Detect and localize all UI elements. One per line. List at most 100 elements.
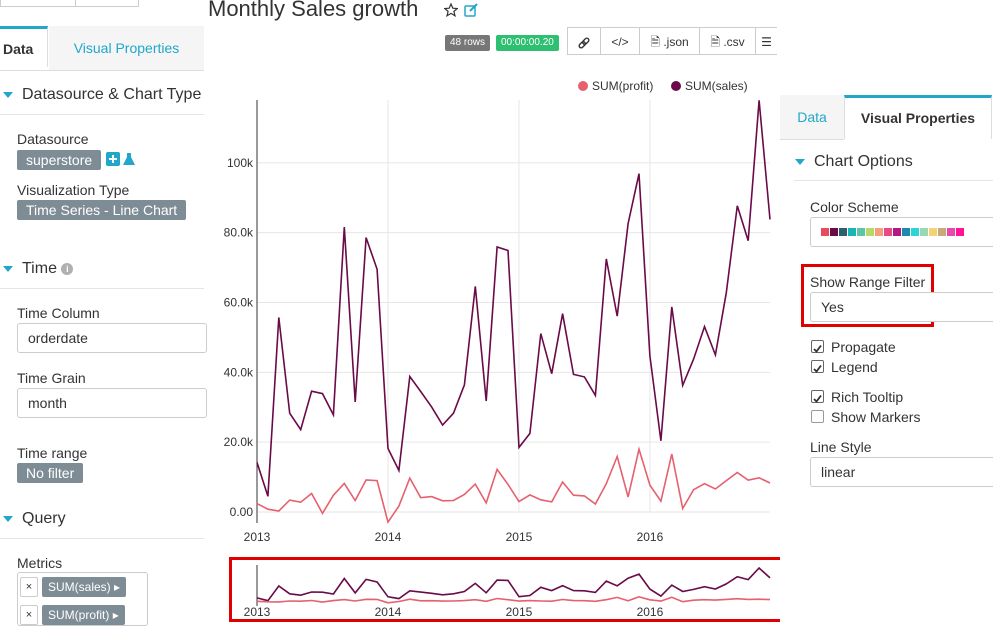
propagate-checkbox[interactable] xyxy=(811,340,824,353)
metric-chip-profit[interactable]: SUM(profit) ▸ xyxy=(42,605,125,625)
link-icon xyxy=(578,37,590,49)
x-tick-label: 2013 xyxy=(244,530,271,544)
time-grain-label: Time Grain xyxy=(17,370,86,386)
chart-grid xyxy=(256,100,770,513)
legend-marker[interactable] xyxy=(671,81,681,91)
export-csv-button[interactable]: 🗎 .csv xyxy=(699,27,756,55)
color-swatch xyxy=(956,228,964,236)
chart-legend[interactable]: SUM(profit) SUM(sales) xyxy=(578,79,748,93)
x-tick-label: 2014 xyxy=(375,530,402,544)
y-tick-label: 80.0k xyxy=(224,226,254,240)
page-title: Monthly Sales growth xyxy=(208,0,419,21)
time-range-pill[interactable]: No filter xyxy=(17,463,84,483)
left-tab-bar: Data Visual Properties xyxy=(0,26,204,71)
section-title: Chart Options xyxy=(814,153,913,170)
chart-lines xyxy=(256,100,771,525)
chevron-down-icon xyxy=(3,515,13,522)
section-chart-options-header[interactable]: Chart Options xyxy=(795,153,913,171)
legend-checkbox[interactable] xyxy=(811,360,824,373)
color-swatch xyxy=(857,228,865,236)
star-icon[interactable] xyxy=(444,3,458,17)
metric-chip-label: SUM(profit) xyxy=(48,608,110,622)
legend-label[interactable]: SUM(profit) xyxy=(592,79,653,93)
section-datasource-header[interactable]: Datasource & Chart Type xyxy=(3,86,201,104)
time-grain-select[interactable]: month xyxy=(17,388,207,418)
csv-label: .csv xyxy=(723,35,745,49)
tab-data[interactable]: Data xyxy=(780,95,844,140)
metric-chip-sales[interactable]: SUM(sales) ▸ xyxy=(42,577,127,597)
color-swatch xyxy=(839,228,847,236)
y-tick-label: 40.0k xyxy=(224,365,254,379)
rich-tooltip-label: Rich Tooltip xyxy=(831,389,904,405)
range-filter-line[interactable] xyxy=(256,595,771,604)
divider xyxy=(0,538,204,539)
top-control-stub[interactable] xyxy=(75,0,139,7)
section-query-header[interactable]: Query xyxy=(3,510,66,528)
section-time-header[interactable]: Time i xyxy=(3,260,74,278)
range-filter-chart[interactable]: 2013 2014 2015 2016 xyxy=(244,565,771,619)
remove-metric-button[interactable]: × xyxy=(20,605,38,625)
time-column-select[interactable]: orderdate xyxy=(17,323,207,353)
y-tick-label: 60.0k xyxy=(224,296,254,310)
range-filter-x-tick-label: 2016 xyxy=(637,605,664,619)
section-title: Query xyxy=(22,510,66,527)
color-swatch xyxy=(911,228,919,236)
check-icon xyxy=(813,344,822,353)
add-datasource-icon[interactable] xyxy=(106,152,120,166)
color-swatch xyxy=(830,228,838,236)
color-scheme-select[interactable] xyxy=(810,217,993,247)
range-filter-x-tick-label: 2014 xyxy=(375,605,402,619)
x-tick-label: 2016 xyxy=(637,530,664,544)
range-filter-line[interactable] xyxy=(256,566,771,602)
export-json-button[interactable]: 🗎 .json xyxy=(639,27,700,55)
tab-visual-properties[interactable]: Visual Properties xyxy=(844,95,992,139)
show-range-filter-select[interactable]: Yes xyxy=(810,292,993,322)
tab-visual-properties[interactable]: Visual Properties xyxy=(49,26,204,70)
flask-icon[interactable] xyxy=(123,152,135,166)
datasource-label: Datasource xyxy=(17,131,89,147)
series-line-sumsales[interactable] xyxy=(256,100,771,497)
json-label: .json xyxy=(663,35,689,49)
datasource-pill[interactable]: superstore xyxy=(17,150,102,170)
divider xyxy=(0,114,204,115)
x-tick-label: 2015 xyxy=(506,530,533,544)
embed-code-button[interactable]: </> xyxy=(600,27,640,55)
timer-badge: 00:00:00.20 xyxy=(496,35,559,51)
legend-label: Legend xyxy=(831,359,878,375)
show-markers-checkbox[interactable] xyxy=(811,410,824,423)
edit-icon[interactable] xyxy=(464,3,479,17)
line-chart[interactable]: 0.00 20.0k 40.0k 60.0k 80.0k 100k 2013 2014 2015… xyxy=(204,70,780,626)
info-icon[interactable]: i xyxy=(61,262,74,275)
link-button[interactable] xyxy=(567,27,601,55)
remove-metric-button[interactable]: × xyxy=(20,577,38,597)
color-swatch xyxy=(938,228,946,236)
color-swatch xyxy=(893,228,901,236)
show-range-filter-label: Show Range Filter xyxy=(810,274,926,290)
range-filter-x-tick-label: 2013 xyxy=(244,605,271,619)
legend-marker[interactable] xyxy=(578,81,588,91)
time-range-label: Time range xyxy=(17,445,88,461)
line-style-label: Line Style xyxy=(810,439,872,455)
top-control-stub[interactable] xyxy=(0,0,76,7)
check-icon xyxy=(813,364,822,373)
tab-data[interactable]: Data xyxy=(0,26,48,67)
propagate-label: Propagate xyxy=(831,339,896,355)
chart-axes: 0.00 20.0k 40.0k 60.0k 80.0k 100k 2013 2014 2015… xyxy=(224,100,664,544)
y-tick-label: 0.00 xyxy=(230,505,254,519)
y-tick-label: 20.0k xyxy=(224,435,254,449)
menu-icon: ☰ xyxy=(761,35,772,49)
legend-label[interactable]: SUM(sales) xyxy=(685,79,748,93)
file-icon: 🗎 xyxy=(710,35,720,49)
range-filter-highlight xyxy=(229,557,788,622)
check-icon xyxy=(813,394,822,403)
right-panel: Data Visual Properties Chart Options Col… xyxy=(780,95,993,626)
color-swatch xyxy=(875,228,883,236)
color-swatch xyxy=(902,228,910,236)
range-filter-x-tick-label: 2015 xyxy=(506,605,533,619)
menu-button[interactable]: ☰ xyxy=(755,27,777,55)
visualization-type-pill[interactable]: Time Series - Line Chart xyxy=(17,200,187,220)
series-line-sumprofit[interactable] xyxy=(256,446,771,525)
rich-tooltip-checkbox[interactable] xyxy=(811,390,824,403)
time-column-label: Time Column xyxy=(17,305,100,321)
line-style-select[interactable]: linear xyxy=(810,457,993,487)
